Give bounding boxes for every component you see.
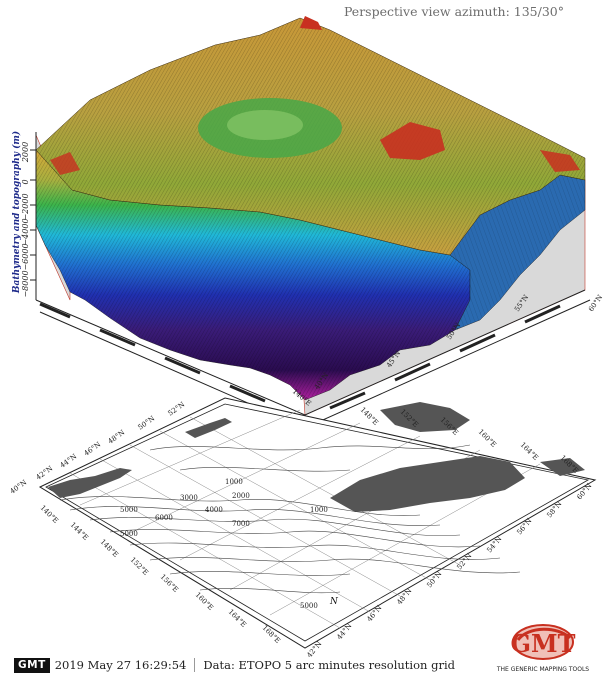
land-hokkaido xyxy=(48,468,132,498)
gmt-logo: GMT THE GENERIC MAPPING TOOLS xyxy=(478,622,608,674)
lower-contour-map: 1000 3000 4000 5000 6000 7000 5000 2000 … xyxy=(9,397,597,659)
contour-label-5000b: 5000 xyxy=(120,530,138,538)
timestamp: 2019 May 27 16:29:54 xyxy=(55,658,196,672)
red-ridge-kamchatka xyxy=(540,150,580,172)
lon-left-140: 140°E xyxy=(39,504,60,525)
land-small-islands xyxy=(540,458,585,476)
red-ridge-north xyxy=(300,16,322,30)
lon-right-160: 160°E xyxy=(477,428,498,449)
contour-label-1000: 1000 xyxy=(225,478,243,486)
lon-left-152: 152°E xyxy=(129,556,150,577)
red-ridge-west xyxy=(50,152,80,175)
logo-mark: GMT xyxy=(511,629,576,658)
green-basin-inner xyxy=(227,110,303,140)
contour-label-6000: 6000 xyxy=(155,514,173,522)
trench-hatching xyxy=(450,175,585,330)
lon-right-164: 164°E xyxy=(519,441,540,462)
lon-left-144: 144°E xyxy=(69,521,90,542)
contour-label-7000: 7000 xyxy=(232,520,250,528)
north-label: N xyxy=(329,597,339,607)
lat-left-40: 40°N xyxy=(9,478,29,495)
z-tick-minus-8000: −8000 xyxy=(21,270,30,297)
contour-label-5000: 5000 xyxy=(120,506,138,514)
lat-left-50: 50°N xyxy=(137,414,157,431)
lat-left-46: 46°N xyxy=(83,440,103,457)
upper-lat-60: 60°N xyxy=(587,293,604,313)
contour-label-2000: 2000 xyxy=(232,492,250,500)
contour-label-5000c: 5000 xyxy=(300,602,318,610)
z-tick-0: 0 xyxy=(21,179,30,184)
contour-label-3000: 3000 xyxy=(180,494,198,502)
z-axis-ticks: 2000 0 −2000 −4000 −6000 −8000 xyxy=(21,142,36,298)
data-source-note: Data: ETOPO 5 arc minutes resolution gri… xyxy=(203,658,455,672)
z-axis: 2000 0 −2000 −4000 −6000 −8000 Bathymetr… xyxy=(11,131,37,300)
contour-label-1000b: 1000 xyxy=(310,506,328,514)
land-kamchatka xyxy=(330,456,525,512)
land-mainland-east xyxy=(380,402,470,432)
bathymetry-hatching xyxy=(36,150,470,400)
lon-left-160: 160°E xyxy=(194,591,215,612)
lon-left-156: 156°E xyxy=(159,573,180,594)
lat-left-48: 48°N xyxy=(107,428,127,445)
gmt-logo-icon: GMT xyxy=(511,624,576,660)
view-title: Perspective view azimuth: 135/30° xyxy=(343,4,564,19)
red-ridge-east xyxy=(380,122,445,160)
lat-left-42: 42°N xyxy=(35,464,55,481)
lon-right-148: 148°E xyxy=(359,406,380,427)
z-tick-minus-4000: −4000 xyxy=(21,218,30,245)
z-tick-2000: 2000 xyxy=(21,142,30,163)
footer-timestamp: GMT 2019 May 27 16:29:54 Data: ETOPO 5 a… xyxy=(14,657,455,673)
z-tick-minus-6000: −6000 xyxy=(21,243,30,270)
lon-left-148: 148°E xyxy=(99,538,120,559)
contour-label-4000: 4000 xyxy=(205,506,223,514)
z-axis-label: Bathymetry and topography (m) xyxy=(11,131,22,294)
lat-left-52: 52°N xyxy=(167,400,187,417)
lat-left-44: 44°N xyxy=(59,452,79,469)
land-sakhalin xyxy=(185,418,232,438)
logo-caption: THE GENERIC MAPPING TOOLS xyxy=(496,666,590,673)
z-tick-minus-2000: −2000 xyxy=(21,193,30,220)
gmt-badge: GMT xyxy=(14,657,50,673)
